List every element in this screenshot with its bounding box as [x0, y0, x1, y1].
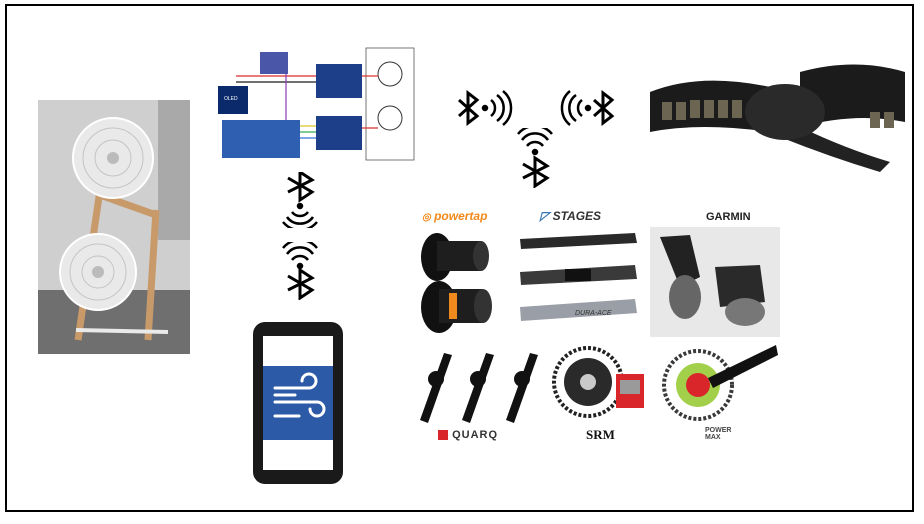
power2max-crankset — [662, 345, 778, 421]
bluetooth-broadcast-down — [280, 169, 320, 232]
smartphone-app — [253, 322, 343, 484]
powertap-logo: ◎ powertap — [422, 209, 488, 223]
garmin-pedals — [650, 227, 780, 337]
bluetooth-icon — [593, 89, 615, 127]
svg-text:DURA-ACE: DURA-ACE — [575, 310, 612, 317]
stages-logo: ◸ STAGES — [540, 209, 602, 223]
wifi-signal-icon — [560, 90, 592, 126]
quarq-logo: QUARQ — [438, 429, 498, 441]
power-meter-collage: ◎ powertap ◸ STAGES GARMIN DURA-ACE — [410, 205, 785, 445]
wifi-signal-icon — [517, 124, 553, 156]
quarq-cranks — [420, 353, 538, 423]
bluetooth-broadcast-right — [455, 89, 515, 127]
wifi-signal-icon — [282, 238, 318, 270]
powertap-hubs — [421, 233, 492, 333]
srm-logo: SRM — [586, 427, 615, 442]
bluetooth-icon — [287, 267, 315, 301]
circuit-schematic: OLED — [216, 46, 416, 164]
wifi-signal-icon — [282, 202, 318, 232]
bluetooth-broadcast-left — [558, 89, 618, 127]
bluetooth-broadcast-up-phone — [280, 238, 320, 301]
srm-crankset — [552, 346, 644, 418]
svg-text:OLED: OLED — [224, 96, 238, 102]
wind-icon — [273, 372, 326, 418]
garmin-logo: GARMIN — [706, 211, 751, 223]
powermax-logo: POWER MAX — [705, 427, 732, 441]
fan-stand-photo — [38, 100, 190, 354]
heart-rate-strap-image — [640, 52, 910, 172]
wifi-signal-icon — [481, 90, 513, 126]
bluetooth-icon — [287, 169, 315, 203]
bluetooth-icon — [458, 89, 480, 127]
bluetooth-icon — [522, 155, 550, 189]
bluetooth-broadcast-up — [515, 124, 555, 189]
stages-cranks: DURA-ACE — [520, 233, 637, 321]
oled-display — [218, 86, 248, 114]
